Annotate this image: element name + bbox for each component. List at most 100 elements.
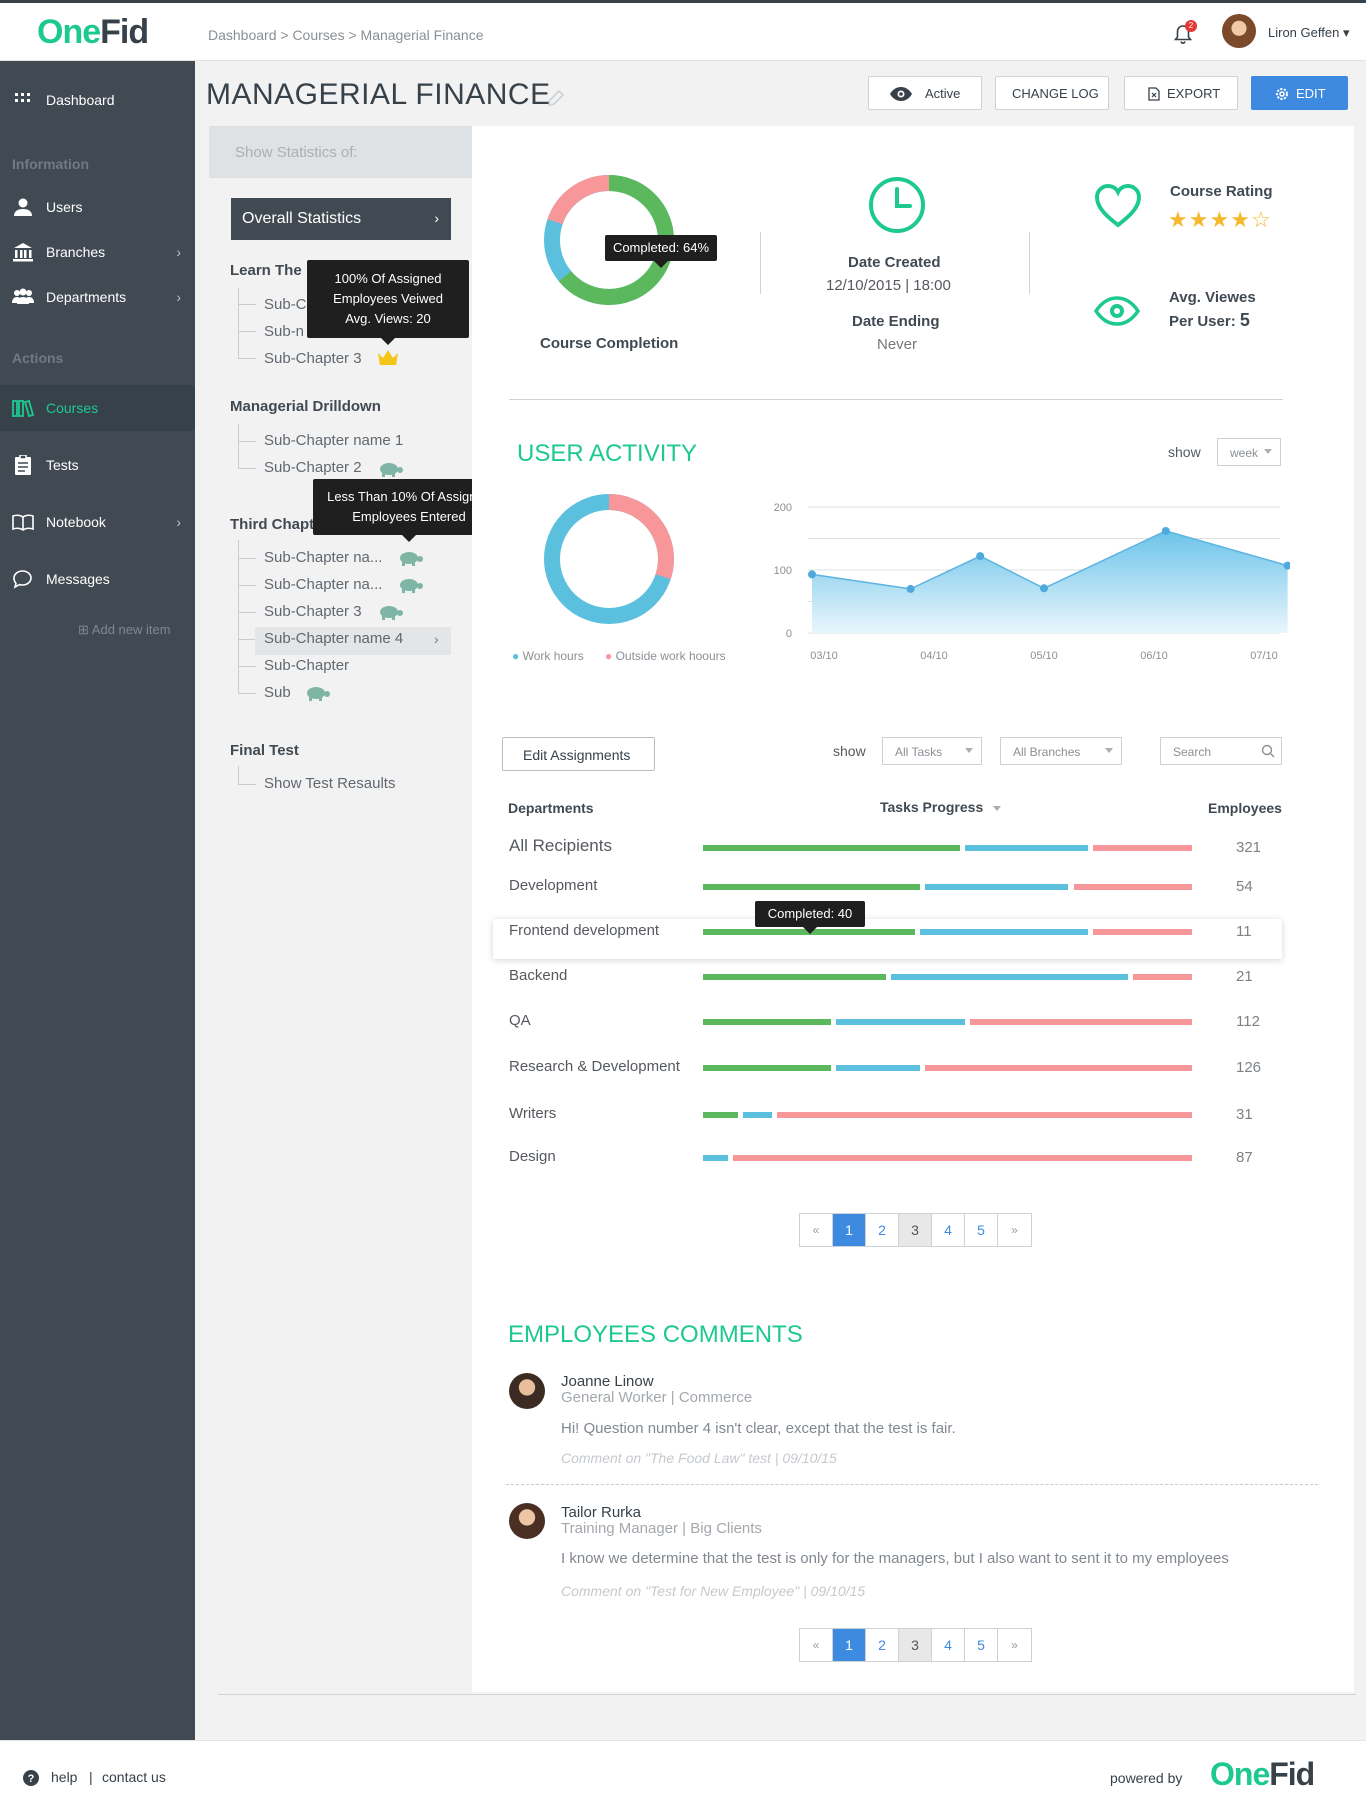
progress-bar-completed[interactable] [703, 884, 921, 890]
sub-chapter-item[interactable]: Sub-Chapter 3 [264, 603, 362, 620]
column-tasks-progress[interactable]: Tasks Progress [880, 799, 1002, 815]
sidebar-item-branches[interactable]: Branches › [0, 231, 195, 273]
sub-chapter-item[interactable]: Sub-Chapter na... [264, 549, 383, 566]
user-menu[interactable]: Liron Geffen ▾ [1268, 25, 1350, 40]
edit-button[interactable]: EDIT [1251, 76, 1348, 110]
sub-chapter-item-selected[interactable]: Sub-Chapter name 4 [264, 630, 404, 647]
show-test-results-link[interactable]: Show Test Resaults [264, 775, 396, 792]
department-name[interactable]: Design [509, 1148, 556, 1165]
comment-author[interactable]: Tailor Rurka [561, 1504, 642, 1521]
breadcrumb[interactable]: Dashboard > Courses > Managerial Finance [208, 27, 484, 43]
search-input[interactable]: Search [1160, 737, 1282, 765]
page-button[interactable]: 2 [866, 1214, 899, 1246]
chapter-title-1[interactable]: Learn The [230, 262, 302, 279]
sidebar-item-courses[interactable]: Courses [0, 385, 195, 431]
next-page-button[interactable]: » [1011, 1223, 1018, 1237]
data-point[interactable] [1161, 526, 1170, 535]
prev-page-button[interactable]: « [800, 1214, 833, 1246]
change-log-button[interactable]: CHANGE LOG [995, 76, 1109, 110]
tasks-filter-select[interactable]: All Tasks [882, 737, 982, 765]
next-page-button[interactable]: » [1011, 1638, 1018, 1652]
progress-bar-completed[interactable] [703, 1112, 738, 1118]
department-name[interactable]: Frontend development [509, 922, 660, 939]
sub-chapter-item[interactable]: Sub-Chapter na... [264, 576, 383, 593]
progress-bar-in-progress[interactable] [925, 884, 1069, 890]
progress-bar-in-progress[interactable] [964, 845, 1089, 851]
data-point[interactable] [1283, 561, 1290, 570]
user-avatar[interactable] [1222, 14, 1256, 48]
progress-bar-not-started[interactable] [732, 1155, 1192, 1161]
add-new-item-link[interactable]: ⊞ Add new item [78, 622, 171, 637]
progress-bar-completed[interactable] [703, 974, 886, 980]
data-point[interactable] [906, 584, 915, 593]
sub-chapter-item[interactable]: Sub-Chapter [264, 657, 350, 674]
progress-bar-completed[interactable] [703, 845, 960, 851]
export-button[interactable]: EXPORT [1124, 76, 1238, 110]
sidebar-item-departments[interactable]: Departments › [0, 276, 195, 318]
prev-page-button[interactable]: « [800, 1629, 833, 1661]
period-select[interactable]: week [1217, 438, 1281, 466]
footer-logo[interactable]: OneFid [1210, 1756, 1315, 1792]
logo[interactable]: OneFid [37, 13, 149, 51]
sidebar-item-tests[interactable]: Tests [0, 444, 195, 486]
page-button[interactable]: 1 [833, 1629, 866, 1661]
department-name[interactable]: QA [509, 1012, 531, 1029]
progress-bar-completed[interactable] [703, 1019, 832, 1025]
sub-chapter-item[interactable]: Sub [264, 684, 291, 701]
page-button[interactable]: 1 [833, 1214, 866, 1246]
chapter-title-3[interactable]: Third Chapt [230, 516, 315, 533]
progress-bar-in-progress[interactable] [836, 1065, 921, 1071]
department-name[interactable]: Backend [509, 967, 568, 984]
comment-author[interactable]: Joanne Linow [561, 1373, 654, 1390]
progress-bar-in-progress[interactable] [920, 929, 1089, 935]
sidebar-item-messages[interactable]: Messages [0, 558, 195, 600]
progress-bar-not-started[interactable] [777, 1112, 1192, 1118]
sub-chapter-item[interactable]: Sub-Chapter 2 [264, 459, 362, 476]
progress-bar-in-progress[interactable] [742, 1112, 773, 1118]
overall-statistics-button[interactable]: Overall Statistics › [231, 198, 451, 240]
sub-chapter-item[interactable]: Sub-n [264, 323, 305, 340]
progress-bar-not-started[interactable] [969, 1019, 1192, 1025]
progress-bar-in-progress[interactable] [703, 1155, 728, 1161]
progress-bar-not-started[interactable] [1073, 884, 1192, 890]
data-point[interactable] [976, 552, 985, 561]
chapter-title-2[interactable]: Managerial Drilldown [230, 398, 381, 415]
comment-avatar[interactable] [509, 1373, 545, 1409]
sidebar-item-notebook[interactable]: Notebook › [0, 501, 195, 543]
page-button[interactable]: 2 [866, 1629, 899, 1661]
page-button[interactable]: 3 [899, 1629, 932, 1661]
contact-link[interactable]: contact us [102, 1769, 166, 1785]
progress-bar-in-progress[interactable] [836, 1019, 965, 1025]
department-name[interactable]: Development [509, 877, 598, 894]
branches-filter-select[interactable]: All Branches [1000, 737, 1122, 765]
page-button[interactable]: 5 [965, 1629, 998, 1661]
comment-meta[interactable]: Comment on "Test for New Employee" | 09/… [561, 1583, 866, 1599]
page-button[interactable]: 3 [899, 1214, 932, 1246]
progress-bar-completed[interactable] [703, 1065, 832, 1071]
progress-bar-not-started[interactable] [1132, 974, 1192, 980]
progress-bar-not-started[interactable] [925, 1065, 1192, 1071]
sidebar-item-dashboard[interactable]: Dashboard [0, 79, 195, 121]
department-name[interactable]: All Recipients [509, 836, 612, 855]
comment-meta[interactable]: Comment on "The Food Law" test | 09/10/1… [561, 1450, 837, 1466]
department-name[interactable]: Research & Development [509, 1058, 680, 1075]
sub-chapter-item[interactable]: Sub-C [264, 296, 307, 313]
final-test-title[interactable]: Final Test [230, 742, 299, 759]
page-button[interactable]: 5 [965, 1214, 998, 1246]
data-point[interactable] [1040, 584, 1048, 593]
sub-chapter-item[interactable]: Sub-Chapter 3 [264, 350, 362, 367]
data-point[interactable] [808, 570, 816, 579]
pencil-icon[interactable] [545, 87, 567, 109]
page-button[interactable]: 4 [932, 1214, 965, 1246]
progress-bar-not-started[interactable] [1093, 929, 1192, 935]
edit-assignments-button[interactable]: Edit Assignments [502, 737, 655, 771]
page-button[interactable]: 4 [932, 1629, 965, 1661]
department-name[interactable]: Writers [509, 1105, 557, 1122]
progress-bar-in-progress[interactable] [890, 974, 1128, 980]
progress-bar-not-started[interactable] [1093, 845, 1192, 851]
sidebar-item-users[interactable]: Users [0, 186, 195, 228]
active-toggle-button[interactable]: Active [868, 76, 982, 110]
help-link[interactable]: help [51, 1769, 78, 1785]
sub-chapter-item[interactable]: Sub-Chapter name 1 [264, 432, 404, 449]
comment-avatar[interactable] [509, 1503, 545, 1539]
